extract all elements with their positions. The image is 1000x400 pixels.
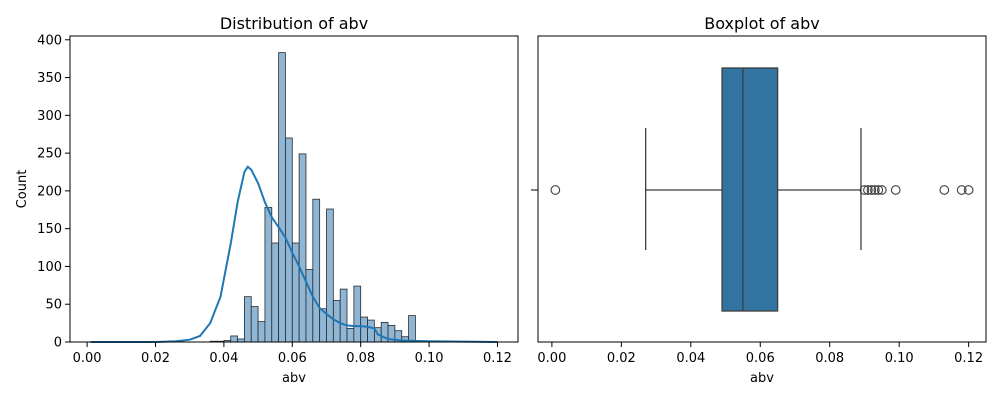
x-tick-label: 0.06 [746,351,775,366]
outlier-point [550,185,561,195]
histogram-bar [312,198,321,343]
outlier-point [963,185,974,195]
x-tick-label: 0.08 [815,351,844,366]
outlier-point [873,185,884,195]
outlier-point [876,185,887,195]
histogram-bar [346,327,355,343]
x-tick-label: 0.02 [141,351,170,366]
x-tick-label: 0.04 [209,351,238,366]
histogram-bar [305,269,314,343]
x-tick-label: 0.04 [676,351,705,366]
boxplot-panel: Boxplot of abv 0.00 0.02 0.04 0.06 0.08 0.10 0… [531,14,987,386]
boxplot-x-axis-label: abv [750,371,774,386]
outlier-point [863,185,873,195]
histogram-panel: Distribution of abv 0.00 0.02 0.04 0.06 0.08… [15,14,519,386]
y-tick-label: 100 [37,260,62,275]
y-tick-label: 400 [37,33,62,48]
outlier-point [956,185,967,195]
outlier-point [939,185,950,195]
histogram-y-axis-label: Count [15,170,30,209]
histogram-x-axis-label: abv [282,371,306,386]
histogram-bar [353,285,362,343]
y-tick-label: 0 [54,336,62,351]
histogram-bar [271,242,280,343]
kde-curve [90,165,498,343]
x-tick-label: 0.06 [278,351,307,366]
y-tick-label: 350 [37,71,62,86]
y-tick-label: 200 [37,184,62,199]
outlier-point [859,185,870,195]
x-tick-label: 0.10 [885,351,914,366]
histogram-bar [298,153,307,343]
histogram-title: Distribution of abv [220,14,368,33]
y-tick-label: 300 [37,109,62,124]
histogram-bar [264,207,273,343]
x-tick-label: 0.08 [346,351,375,366]
histogram-x-ticks: 0.00 0.02 0.04 0.06 0.08 0.10 0.12 [73,342,512,366]
x-tick-label: 0.10 [415,351,444,366]
outlier-point [866,185,877,195]
histogram-axes-frame [69,35,519,343]
histogram-bar [408,315,416,343]
boxplot-elements [550,67,974,312]
histogram-bar [230,335,238,343]
y-tick-label: 250 [37,147,62,162]
histogram-bar [244,296,252,343]
x-tick-label: 0.12 [954,351,983,366]
x-tick-label: 0.02 [607,351,636,366]
outlier-point [870,185,880,195]
outlier-point [890,185,901,195]
boxplot-axes-frame [537,35,987,343]
x-tick-label: 0.00 [73,351,102,366]
boxplot-x-ticks: 0.00 0.02 0.04 0.06 0.08 0.10 0.12 [537,342,983,366]
histogram-bar [326,208,334,343]
histogram-bar [250,306,259,343]
histogram-bar [257,321,266,343]
x-tick-label: 0.12 [483,351,512,366]
histogram-bar [367,319,375,343]
histogram-bar [339,288,348,343]
histogram-y-ticks: 0 50 100 150 200 250 300 350 400 [37,33,70,351]
y-tick-label: 50 [45,298,62,313]
histogram-bar [278,52,286,343]
interquartile-box [721,67,779,312]
boxplot-title: Boxplot of abv [704,14,819,33]
histogram-bar [360,316,368,343]
x-tick-label: 0.00 [537,351,566,366]
y-tick-label: 150 [37,222,62,237]
